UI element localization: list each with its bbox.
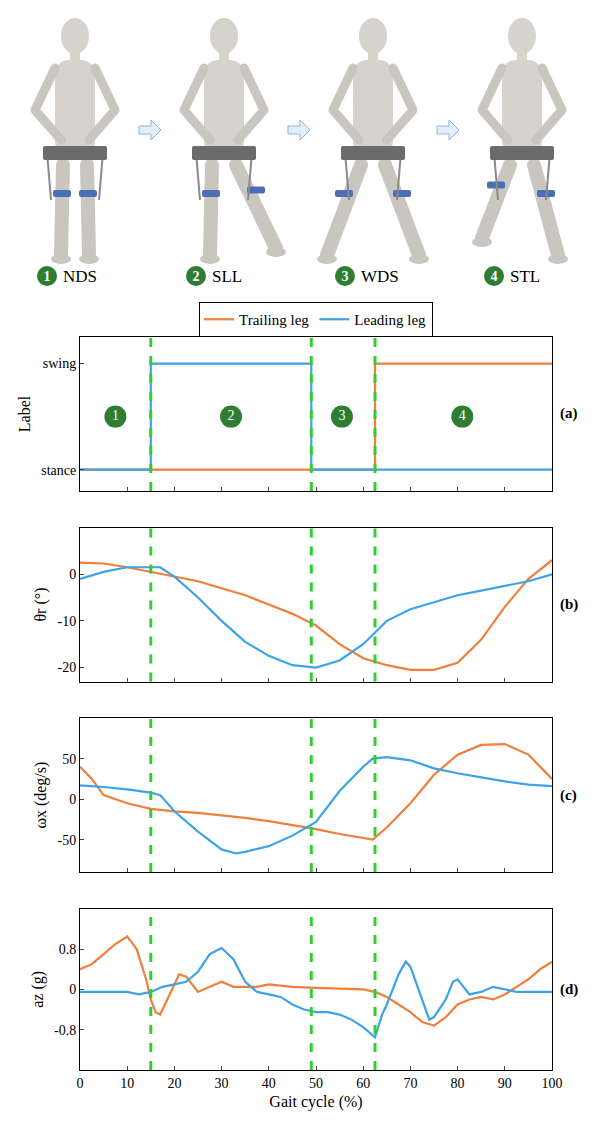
svg-text:(b): (b) [560,596,578,613]
svg-text:Gait cycle (%): Gait cycle (%) [269,1093,362,1111]
svg-text:3: 3 [338,408,345,423]
svg-text:ωx (deg/s): ωx (deg/s) [32,762,50,829]
svg-text:3: 3 [342,269,349,284]
svg-text:40: 40 [262,1076,276,1091]
svg-text:2: 2 [228,408,235,423]
svg-text:stance: stance [41,463,76,478]
svg-text:θr (°): θr (°) [32,588,50,622]
svg-text:1: 1 [112,408,119,423]
svg-text:0.8: 0.8 [59,942,77,957]
svg-text:50: 50 [309,1076,323,1091]
svg-text:Trailing leg: Trailing leg [239,312,309,328]
svg-text:NDS: NDS [63,267,97,286]
svg-text:swing: swing [43,356,76,371]
svg-text:Leading leg: Leading leg [354,312,426,328]
svg-text:30: 30 [215,1076,229,1091]
svg-text:(a): (a) [560,405,578,422]
svg-text:20: 20 [167,1076,181,1091]
svg-text:(d): (d) [560,981,578,998]
svg-text:70: 70 [403,1076,417,1091]
svg-text:-10: -10 [58,614,77,629]
svg-text:0: 0 [69,792,76,807]
svg-text:100: 100 [542,1076,563,1091]
svg-text:az (g): az (g) [29,971,47,1008]
svg-text:(c): (c) [560,787,577,804]
svg-text:-20: -20 [58,660,77,675]
svg-text:90: 90 [498,1076,512,1091]
svg-text:4: 4 [459,408,466,423]
svg-text:1: 1 [44,269,51,284]
svg-text:4: 4 [491,269,498,284]
svg-text:STL: STL [510,267,540,286]
svg-text:50: 50 [62,752,76,767]
svg-text:10: 10 [120,1076,134,1091]
svg-text:WDS: WDS [361,267,399,286]
svg-text:80: 80 [451,1076,465,1091]
svg-text:0: 0 [69,567,76,582]
svg-text:2: 2 [193,269,200,284]
svg-text:-50: -50 [58,833,77,848]
svg-text:-0.8: -0.8 [54,1023,76,1038]
svg-text:Label: Label [16,395,33,432]
svg-text:0: 0 [77,1076,84,1091]
svg-text:SLL: SLL [212,267,242,286]
svg-text:0: 0 [69,982,76,997]
svg-text:60: 60 [356,1076,370,1091]
